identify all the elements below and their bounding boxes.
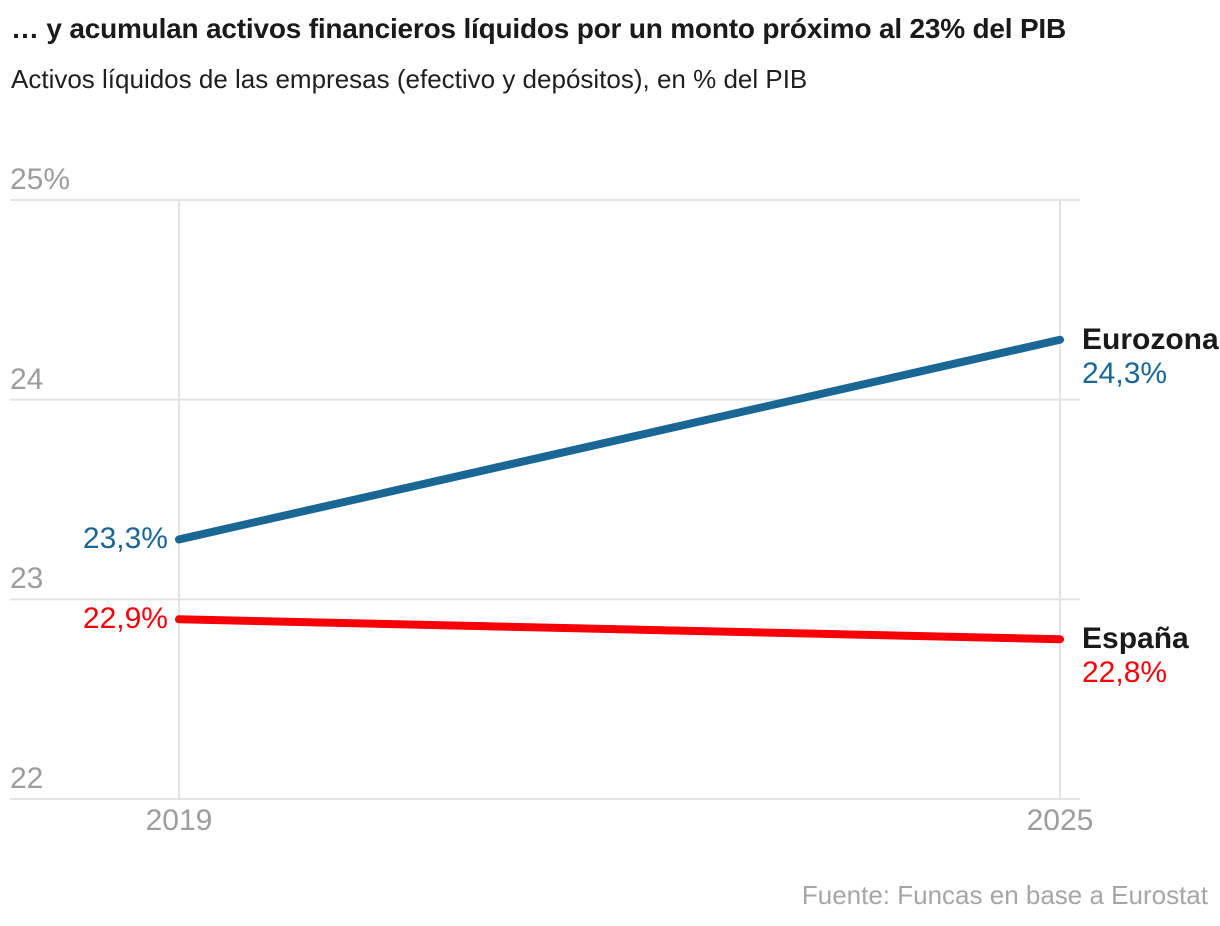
x-tick-label: 2025 bbox=[1026, 804, 1094, 837]
chart-subtitle: Activos líquidos de las empresas (efecti… bbox=[11, 64, 808, 94]
series-name-eurozona: Eurozona bbox=[1082, 322, 1219, 356]
series-end-value-espana: 22,8% bbox=[1082, 656, 1168, 690]
series-line-espana bbox=[175, 615, 1064, 644]
source-note: Fuente: Funcas en base a Eurostat bbox=[801, 880, 1208, 910]
series-end-value-eurozona: 24,3% bbox=[1082, 356, 1168, 390]
series-start-value-eurozona: 23,3% bbox=[82, 522, 168, 556]
series-line-eurozona bbox=[175, 335, 1064, 544]
chart-header: … y acumulan activos financieros líquido… bbox=[11, 6, 1212, 95]
y-tick-label: 25% bbox=[10, 163, 71, 196]
chart-title: … y acumulan activos financieros líquido… bbox=[11, 13, 1067, 44]
series-name-espana: España bbox=[1082, 622, 1189, 656]
series-start-value-espana: 22,9% bbox=[82, 602, 168, 636]
x-tick-label: 2019 bbox=[145, 804, 213, 837]
y-tick-label: 24 bbox=[10, 362, 44, 396]
y-tick-label: 23 bbox=[10, 562, 44, 596]
y-tick-label: 22 bbox=[10, 762, 44, 795]
